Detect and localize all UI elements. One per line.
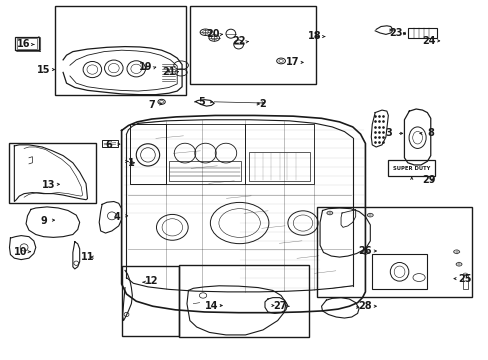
Text: 2: 2 bbox=[259, 99, 266, 109]
Text: 28: 28 bbox=[358, 301, 371, 311]
Text: 18: 18 bbox=[308, 31, 322, 41]
Text: 8: 8 bbox=[427, 129, 433, 138]
Bar bbox=[387, 160, 434, 176]
Text: SUPER DUTY: SUPER DUTY bbox=[392, 166, 429, 171]
Text: 23: 23 bbox=[388, 28, 402, 38]
Text: 29: 29 bbox=[421, 175, 435, 185]
Text: 5: 5 bbox=[198, 97, 204, 107]
Text: 24: 24 bbox=[421, 36, 435, 46]
Text: 25: 25 bbox=[457, 274, 471, 284]
Text: 26: 26 bbox=[358, 246, 371, 256]
Bar bbox=[168, 161, 241, 181]
Text: 16: 16 bbox=[17, 39, 31, 49]
Bar bbox=[249, 152, 310, 181]
Bar bbox=[371, 254, 426, 289]
Bar bbox=[189, 6, 315, 84]
Text: 19: 19 bbox=[139, 62, 152, 72]
Text: 12: 12 bbox=[145, 276, 158, 286]
Text: 4: 4 bbox=[113, 212, 120, 221]
Text: 6: 6 bbox=[105, 140, 112, 150]
Text: 1: 1 bbox=[128, 158, 135, 168]
Text: 14: 14 bbox=[204, 301, 218, 311]
Bar bbox=[316, 207, 471, 297]
Bar bbox=[55, 6, 185, 95]
Bar bbox=[9, 143, 96, 203]
Text: 22: 22 bbox=[231, 36, 245, 46]
Text: 7: 7 bbox=[148, 100, 155, 110]
Text: 20: 20 bbox=[205, 29, 219, 39]
Bar bbox=[407, 28, 436, 39]
Bar bbox=[178, 265, 309, 337]
Bar bbox=[462, 275, 467, 289]
Bar bbox=[15, 37, 39, 50]
Text: 10: 10 bbox=[14, 247, 28, 257]
Bar bbox=[17, 38, 37, 49]
Text: 27: 27 bbox=[272, 301, 286, 311]
Text: 15: 15 bbox=[37, 64, 50, 75]
Text: 3: 3 bbox=[384, 129, 391, 138]
Bar bbox=[102, 140, 118, 147]
Text: 9: 9 bbox=[40, 216, 47, 226]
Bar bbox=[122, 266, 179, 336]
Text: 21: 21 bbox=[162, 67, 175, 77]
Text: 11: 11 bbox=[81, 252, 94, 262]
Text: 17: 17 bbox=[285, 57, 299, 67]
Text: 13: 13 bbox=[41, 180, 55, 190]
